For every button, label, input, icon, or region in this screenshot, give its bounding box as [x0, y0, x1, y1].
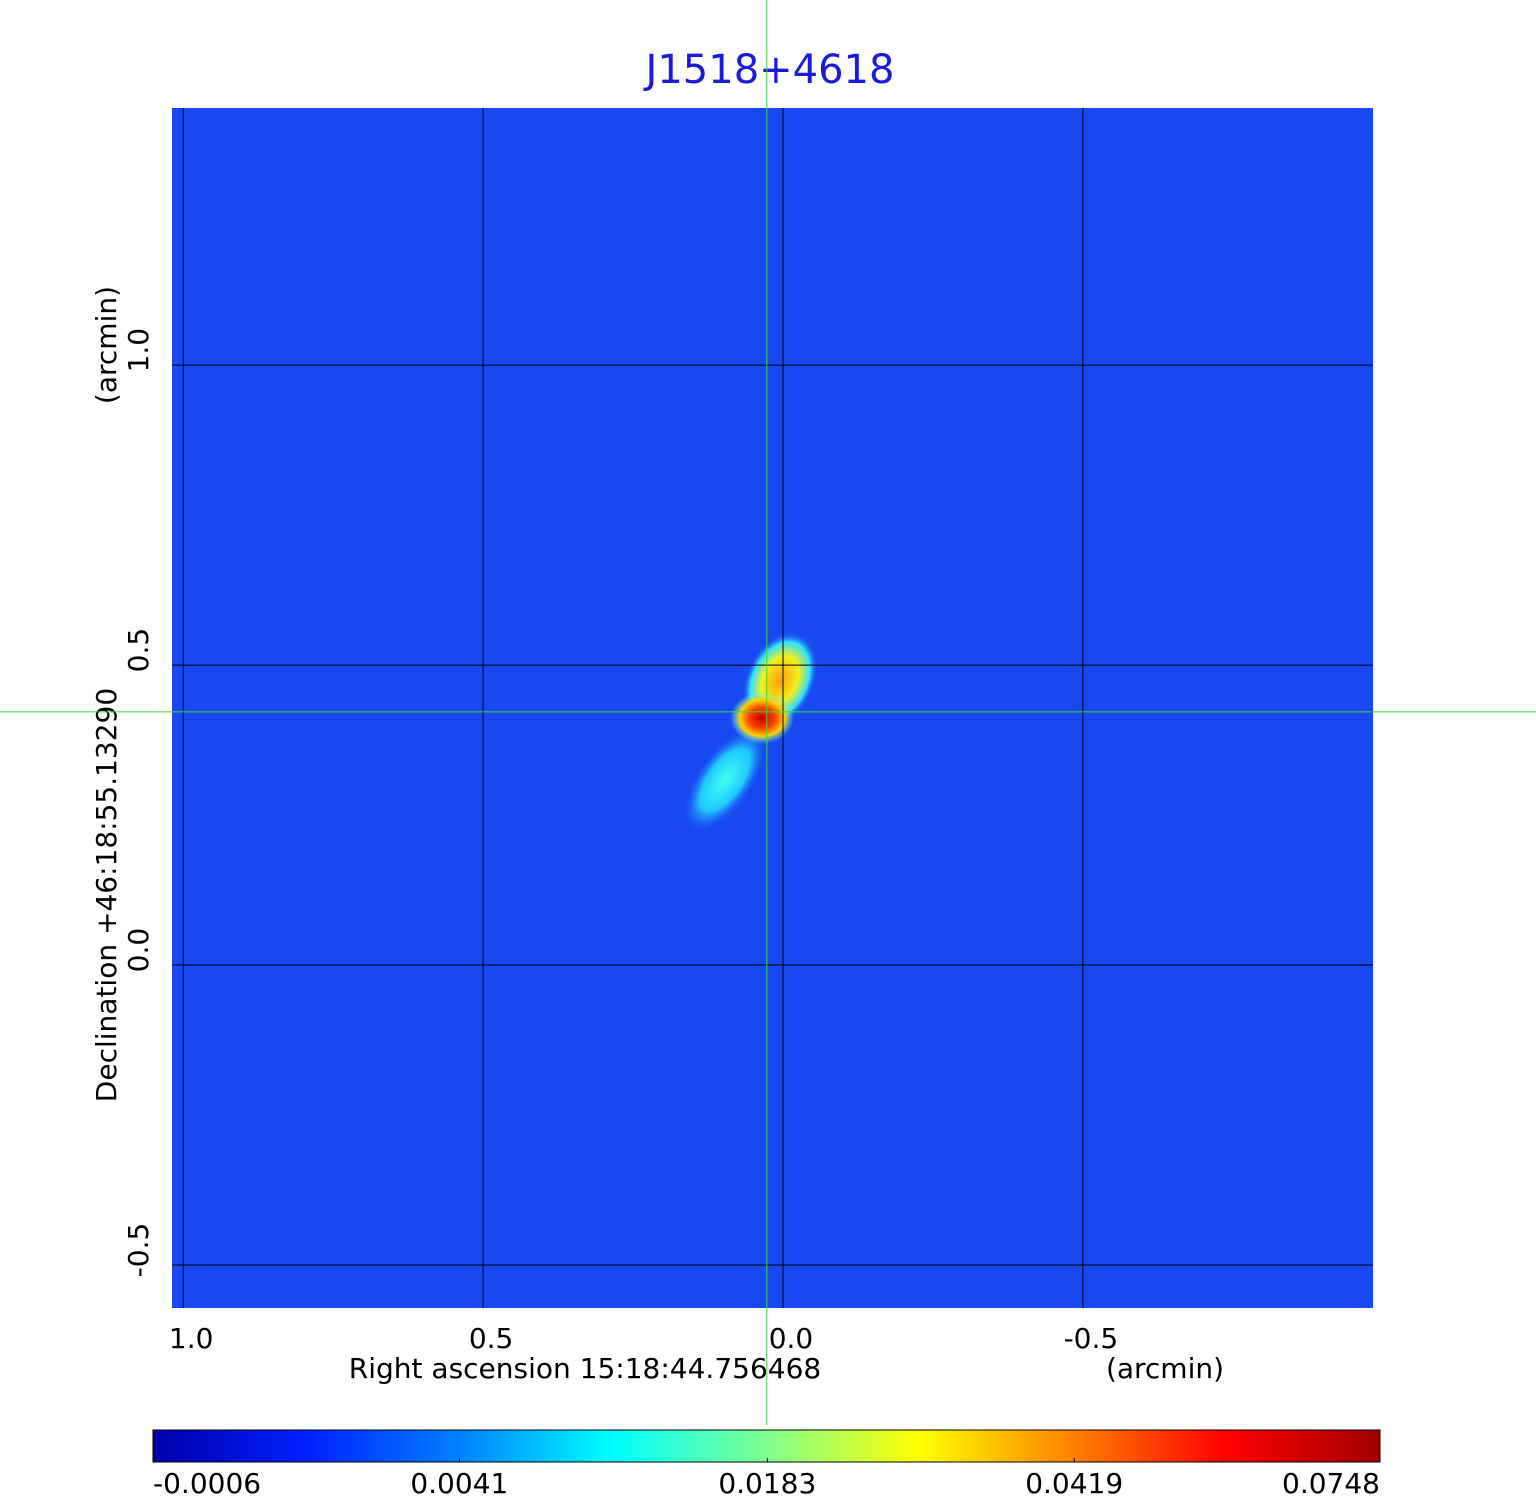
- x-tick-label: 1.0: [169, 1322, 214, 1355]
- source-blob: [730, 692, 794, 744]
- source-blob: [683, 728, 767, 832]
- colorbar-tick-label: -0.0006: [153, 1467, 261, 1500]
- chart-title: J1518+4618: [643, 47, 895, 93]
- source: [683, 632, 818, 832]
- x-tick-label: -0.5: [1064, 1322, 1119, 1355]
- y-tick-label: 1.0: [122, 328, 155, 373]
- x-axis-label: Right ascension 15:18:44.756468: [349, 1352, 821, 1385]
- y-tick-label: -0.5: [122, 1223, 155, 1278]
- colorbar: [152, 1429, 1381, 1463]
- y-axis-unit: (arcmin): [90, 286, 123, 404]
- x-tick-label: 0.0: [769, 1322, 814, 1355]
- grid: [170, 106, 1375, 1310]
- colorbar-tick-label: 0.0748: [1282, 1467, 1380, 1500]
- colorbar-tick-label: 0.0419: [1025, 1467, 1123, 1500]
- x-tick-label: 0.5: [469, 1322, 514, 1355]
- colorbar-tick-label: 0.0183: [718, 1467, 816, 1500]
- y-tick-label: 0.0: [122, 928, 155, 973]
- frame: [168, 104, 1377, 1312]
- colorbar-tick-label: 0.0041: [410, 1467, 508, 1500]
- x-axis-unit: (arcmin): [1106, 1352, 1224, 1385]
- y-tick-label: 0.5: [122, 628, 155, 673]
- y-axis-label: Declination +46:18:55.13290: [90, 688, 123, 1102]
